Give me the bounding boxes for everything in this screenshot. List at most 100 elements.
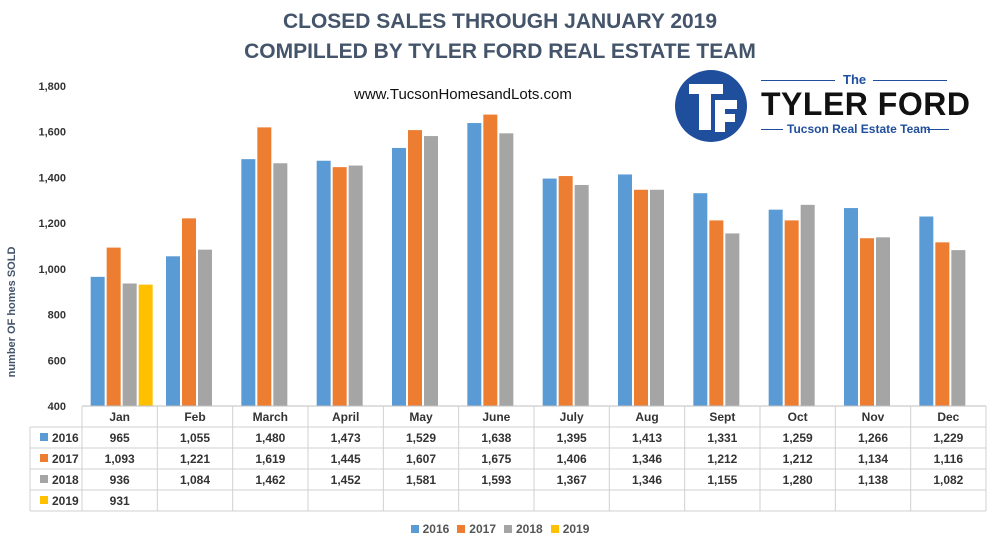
data-label: 965 bbox=[110, 431, 130, 445]
y-tick-label: 400 bbox=[48, 401, 66, 413]
bar-2018-march bbox=[273, 163, 288, 406]
logo-team: Tucson Real Estate Team bbox=[787, 122, 931, 136]
data-label: 1,638 bbox=[481, 431, 511, 445]
bar-2016-aug bbox=[618, 174, 632, 406]
chart-title-line-1: CLOSED SALES THROUGH JANUARY 2019 bbox=[282, 10, 718, 33]
data-label: 1,346 bbox=[632, 452, 662, 466]
bar-2016-nov bbox=[844, 208, 858, 406]
logo-name: TYLER FORD bbox=[761, 86, 971, 122]
data-label: 1,480 bbox=[255, 431, 285, 445]
table-series-label: 2019 bbox=[52, 494, 79, 508]
bar-2017-sept bbox=[709, 220, 724, 406]
bar-2018-dec bbox=[951, 250, 966, 406]
data-label: 1,084 bbox=[180, 473, 210, 487]
data-label: 1,413 bbox=[632, 431, 662, 445]
data-label: 1,367 bbox=[557, 473, 587, 487]
bar-2016-oct bbox=[768, 209, 783, 406]
table-legend-swatch-2019 bbox=[40, 496, 48, 504]
data-label: 1,134 bbox=[858, 452, 888, 466]
data-label: 1,138 bbox=[858, 473, 888, 487]
legend-item-2018: 2018 bbox=[504, 522, 543, 536]
table-series-label: 2017 bbox=[52, 452, 79, 466]
x-tick-label: Dec bbox=[937, 410, 959, 424]
x-tick-label: March bbox=[253, 410, 288, 424]
bar-2017-july bbox=[558, 176, 573, 406]
data-label: 1,212 bbox=[707, 452, 737, 466]
legend-label: 2018 bbox=[516, 522, 543, 536]
x-tick-label: May bbox=[409, 410, 433, 424]
data-label: 1,221 bbox=[180, 452, 210, 466]
legend-swatch bbox=[410, 525, 419, 533]
table-series-label: 2018 bbox=[52, 473, 79, 487]
bar-2016-feb bbox=[166, 256, 180, 406]
data-label: 931 bbox=[110, 494, 130, 508]
y-tick-label: 1,600 bbox=[38, 127, 66, 139]
tyler-ford-logo: The TYLER FORD Tucson Real Estate Team bbox=[675, 70, 975, 144]
data-label: 1,259 bbox=[783, 431, 813, 445]
table-legend-swatch-2018 bbox=[40, 475, 48, 483]
data-label: 1,082 bbox=[933, 473, 963, 487]
y-tick-label: 1,800 bbox=[38, 81, 66, 93]
legend-label: 2019 bbox=[562, 522, 590, 536]
y-tick-label: 1,200 bbox=[38, 218, 66, 230]
bar-2018-june bbox=[499, 133, 514, 407]
x-tick-label: July bbox=[560, 410, 584, 424]
data-label: 936 bbox=[110, 473, 130, 487]
logo-rule-left bbox=[761, 80, 835, 81]
data-label: 1,529 bbox=[406, 431, 436, 445]
x-tick-label: Feb bbox=[184, 410, 205, 424]
bar-2016-dec bbox=[919, 216, 934, 406]
logo-rule-right bbox=[873, 80, 947, 81]
legend: 2016 2017 2018 2019 bbox=[0, 522, 1000, 536]
y-tick-label: 1,400 bbox=[38, 172, 66, 184]
data-label: 1,581 bbox=[406, 473, 436, 487]
bar-2018-aug bbox=[650, 189, 664, 406]
x-tick-label: Jan bbox=[109, 410, 130, 424]
bar-2016-april bbox=[316, 160, 331, 406]
y-tick-label: 600 bbox=[48, 355, 66, 367]
data-label: 1,473 bbox=[331, 431, 361, 445]
legend-swatch bbox=[504, 525, 512, 533]
table-series-label: 2016 bbox=[52, 431, 79, 445]
bar-2017-oct bbox=[784, 220, 799, 406]
bar-2017-aug bbox=[634, 189, 648, 406]
bar-2018-april bbox=[348, 165, 363, 406]
bar-2019-jan bbox=[138, 284, 153, 406]
legend-label: 2016 bbox=[422, 522, 450, 536]
data-label: 1,055 bbox=[180, 431, 210, 445]
data-label: 1,116 bbox=[934, 452, 964, 466]
data-label: 1,093 bbox=[105, 452, 135, 466]
data-label: 1,155 bbox=[707, 473, 737, 487]
legend-item-2019: 2019 bbox=[550, 522, 590, 536]
data-label: 1,619 bbox=[255, 452, 285, 466]
bar-2017-may bbox=[408, 130, 422, 406]
bar-2017-feb bbox=[182, 218, 196, 406]
bar-2017-nov bbox=[860, 238, 874, 406]
data-label: 1,445 bbox=[331, 452, 361, 466]
data-label: 1,452 bbox=[331, 473, 361, 487]
x-tick-label: June bbox=[482, 410, 510, 424]
tf-monogram-icon bbox=[689, 84, 737, 132]
bar-2017-march bbox=[257, 127, 272, 406]
data-label: 1,212 bbox=[783, 452, 813, 466]
data-label: 1,607 bbox=[406, 452, 436, 466]
bar-2016-may bbox=[392, 147, 406, 406]
data-label: 1,229 bbox=[933, 431, 963, 445]
logo-rule-bottom-right bbox=[927, 129, 949, 130]
bar-2017-april bbox=[332, 167, 347, 406]
table-legend-swatch-2017 bbox=[40, 454, 48, 462]
data-label: 1,280 bbox=[783, 473, 813, 487]
legend-swatch bbox=[457, 525, 466, 533]
x-tick-label: Sept bbox=[709, 410, 735, 424]
x-tick-label: Oct bbox=[788, 410, 808, 424]
y-tick-label: 800 bbox=[48, 310, 66, 322]
data-label: 1,346 bbox=[632, 473, 662, 487]
chart-title-line-2: COMPILLED BY TYLER FORD REAL ESTATE TEAM bbox=[244, 40, 756, 63]
x-tick-label: Aug bbox=[635, 410, 658, 424]
data-label: 1,406 bbox=[557, 452, 587, 466]
legend-label: 2017 bbox=[469, 522, 496, 536]
bar-2016-sept bbox=[693, 193, 708, 406]
bar-2017-jan bbox=[106, 247, 121, 406]
website-url: www.TucsonHomesandLots.com bbox=[354, 86, 572, 103]
bar-2018-july bbox=[574, 184, 589, 406]
